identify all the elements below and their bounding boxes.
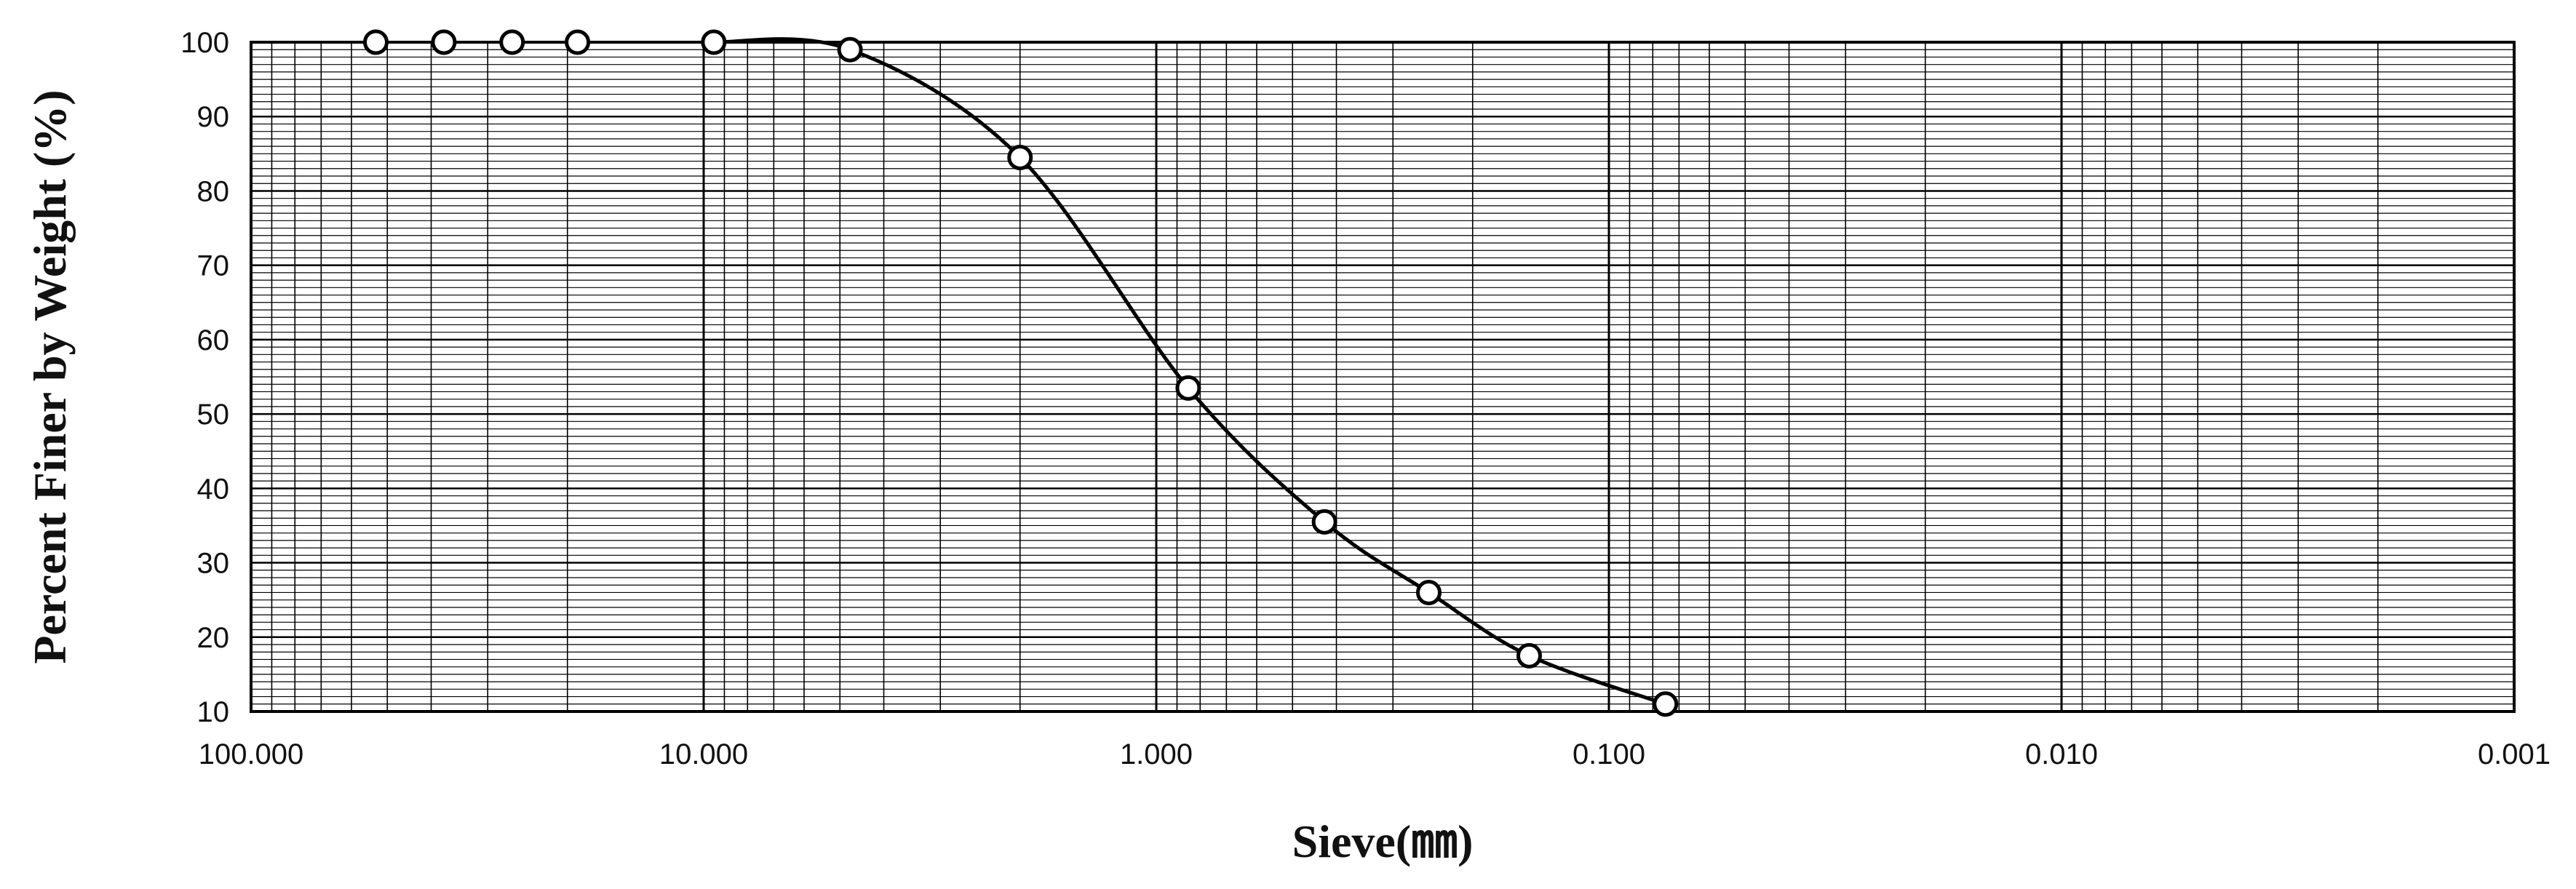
data-point	[1175, 375, 1201, 401]
data-point	[1516, 642, 1542, 669]
x-tick-label: 1.000	[1120, 738, 1193, 770]
x-tick-labels: 100.000 10.000 1.000 0.100 0.010 0.001	[199, 738, 2551, 770]
data-point	[1653, 691, 1679, 717]
data-point	[701, 29, 727, 55]
x-tick-label: 0.001	[2478, 738, 2551, 770]
y-tick-label: 80	[197, 175, 230, 207]
gradation-curve	[713, 37, 1666, 706]
y-tick-label: 90	[197, 101, 230, 133]
minor-grid	[251, 42, 2514, 711]
data-point	[565, 29, 591, 55]
data-point	[837, 36, 863, 63]
data-point	[431, 29, 457, 55]
x-tick-label: 100.000	[199, 738, 304, 770]
data-point	[1311, 509, 1337, 535]
x-tick-label: 10.000	[659, 738, 748, 770]
y-axis-title: Percent Finer by Weight (%)	[24, 89, 76, 663]
y-tick-label: 60	[197, 324, 230, 356]
y-tick-label: 50	[197, 399, 230, 431]
plot-frame	[250, 41, 2516, 713]
data-point	[499, 29, 525, 55]
x-tick-label: 0.010	[2025, 738, 2098, 770]
y-tick-label: 20	[197, 622, 230, 654]
y-tick-label: 10	[197, 696, 230, 728]
data-points	[363, 29, 1679, 717]
data-point	[1415, 579, 1442, 605]
data-point	[363, 29, 389, 55]
x-axis-title: Sieve(㎜)	[1292, 816, 1474, 867]
y-tick-labels: 10 20 30 40 50 60 70 80 90 100	[180, 27, 229, 728]
y-tick-label: 30	[197, 548, 230, 580]
y-tick-label: 100	[180, 27, 229, 59]
y-tick-label: 40	[197, 473, 230, 505]
x-tick-label: 0.100	[1573, 738, 1645, 770]
data-point	[1007, 144, 1033, 170]
y-tick-label: 70	[197, 250, 230, 282]
